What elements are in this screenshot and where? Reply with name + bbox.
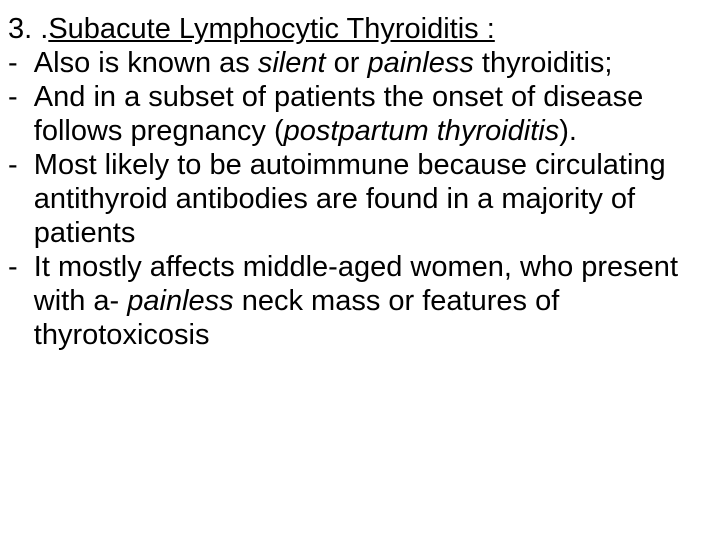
text-run: postpartum thyroiditis <box>284 115 560 147</box>
bullet-text: Most likely to be autoimmune because cir… <box>34 148 706 250</box>
bullet-dash: - <box>8 250 34 284</box>
bullet-row: - Most likely to be autoimmune because c… <box>8 148 706 250</box>
text-run: ). <box>559 115 577 147</box>
bullet-dash: - <box>8 80 34 114</box>
heading-row: 3. . Subacute Lymphocytic Thyroiditis : <box>8 12 706 46</box>
heading-title: Subacute Lymphocytic Thyroiditis : <box>48 12 706 46</box>
bullet-row: - It mostly affects middle-aged women, w… <box>8 250 706 352</box>
text-run: thyroiditis; <box>474 47 613 79</box>
text-run: painless <box>367 47 473 79</box>
bullet-row: - Also is known as silent or painless th… <box>8 46 706 80</box>
bullet-text: And in a subset of patients the onset of… <box>34 80 706 148</box>
text-run: painless <box>127 285 233 317</box>
bullet-dash: - <box>8 148 34 182</box>
heading-number: 3. . <box>8 12 48 46</box>
bullet-row: - And in a subset of patients the onset … <box>8 80 706 148</box>
text-run: silent <box>258 47 326 79</box>
text-run: Most likely to be autoimmune because cir… <box>34 149 666 249</box>
bullet-text: Also is known as silent or painless thyr… <box>34 46 706 80</box>
text-run: or <box>326 47 368 79</box>
bullet-dash: - <box>8 46 34 80</box>
text-run: Also is known as <box>34 47 258 79</box>
bullet-text: It mostly affects middle-aged women, who… <box>34 250 706 352</box>
